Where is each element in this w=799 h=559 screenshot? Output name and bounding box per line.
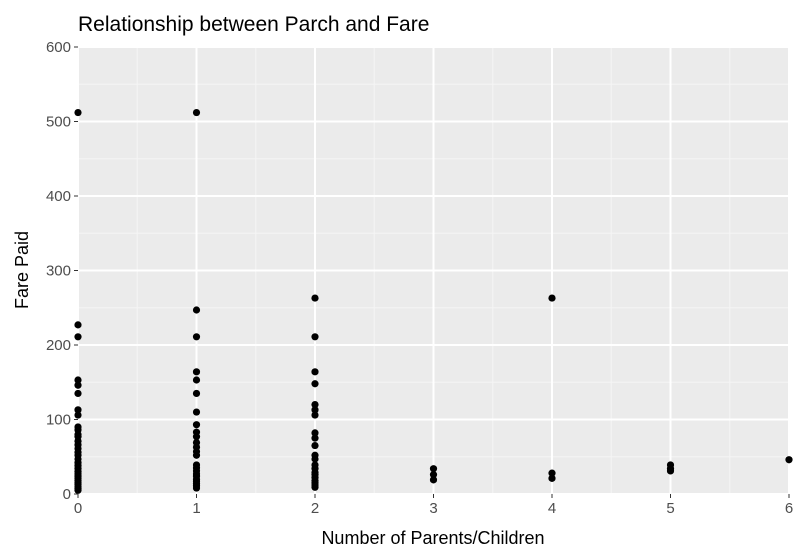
data-point bbox=[192, 421, 201, 429]
x-axis-tick-labels: 0 1 2 3 4 5 6 bbox=[74, 500, 793, 517]
data-point bbox=[311, 294, 319, 302]
y-axis-tick-labels: 0 100 200 300 400 500 600 bbox=[46, 39, 71, 503]
x-axis-title: Number of Parents/Children bbox=[321, 528, 544, 548]
data-point bbox=[311, 434, 319, 442]
data-point bbox=[74, 389, 82, 398]
y-axis-title: Fare Paid bbox=[12, 231, 32, 309]
data-point bbox=[429, 476, 438, 484]
data-point bbox=[74, 333, 82, 341]
data-point bbox=[548, 474, 556, 482]
data-points bbox=[74, 108, 793, 494]
data-point bbox=[192, 484, 201, 492]
data-point bbox=[192, 368, 201, 376]
data-point bbox=[311, 441, 319, 450]
x-tick-label: 3 bbox=[429, 500, 437, 517]
data-point bbox=[785, 456, 793, 464]
data-point bbox=[192, 306, 201, 314]
data-point bbox=[311, 483, 319, 491]
y-tick-label: 600 bbox=[46, 39, 71, 56]
y-tick-label: 100 bbox=[46, 412, 71, 429]
x-tick-label: 0 bbox=[74, 500, 82, 517]
data-point bbox=[548, 469, 556, 477]
data-point bbox=[311, 406, 319, 414]
x-tick-label: 2 bbox=[311, 500, 319, 517]
data-point bbox=[666, 467, 675, 475]
data-point bbox=[311, 455, 319, 463]
data-point bbox=[74, 108, 82, 117]
data-point bbox=[192, 108, 201, 117]
data-point bbox=[192, 389, 201, 398]
y-tick-label: 500 bbox=[46, 114, 71, 131]
data-point bbox=[311, 368, 319, 376]
data-point bbox=[311, 333, 319, 341]
y-tick-label: 200 bbox=[46, 337, 71, 354]
axis-ticks bbox=[74, 46, 790, 498]
x-tick-label: 5 bbox=[666, 500, 674, 517]
data-point bbox=[311, 429, 319, 437]
x-tick-label: 1 bbox=[192, 500, 200, 517]
data-point bbox=[192, 433, 201, 441]
data-point bbox=[311, 411, 319, 419]
data-point bbox=[74, 376, 82, 384]
data-point bbox=[74, 486, 82, 494]
chart-title: Relationship between Parch and Fare bbox=[78, 13, 429, 36]
y-tick-label: 300 bbox=[46, 263, 71, 280]
data-point bbox=[192, 376, 201, 384]
data-point bbox=[192, 408, 201, 416]
data-point bbox=[74, 411, 82, 419]
data-point bbox=[192, 451, 201, 459]
data-point bbox=[548, 294, 556, 302]
data-point bbox=[74, 406, 82, 414]
y-tick-label: 400 bbox=[46, 188, 71, 205]
x-tick-label: 6 bbox=[785, 500, 793, 517]
y-tick-label: 0 bbox=[63, 486, 71, 503]
data-point bbox=[311, 401, 319, 409]
data-point bbox=[192, 333, 201, 341]
data-point bbox=[429, 471, 438, 479]
data-point bbox=[311, 380, 319, 388]
x-tick-label: 4 bbox=[548, 500, 556, 517]
data-point bbox=[429, 465, 438, 473]
data-point bbox=[74, 321, 82, 329]
data-point bbox=[74, 381, 82, 389]
